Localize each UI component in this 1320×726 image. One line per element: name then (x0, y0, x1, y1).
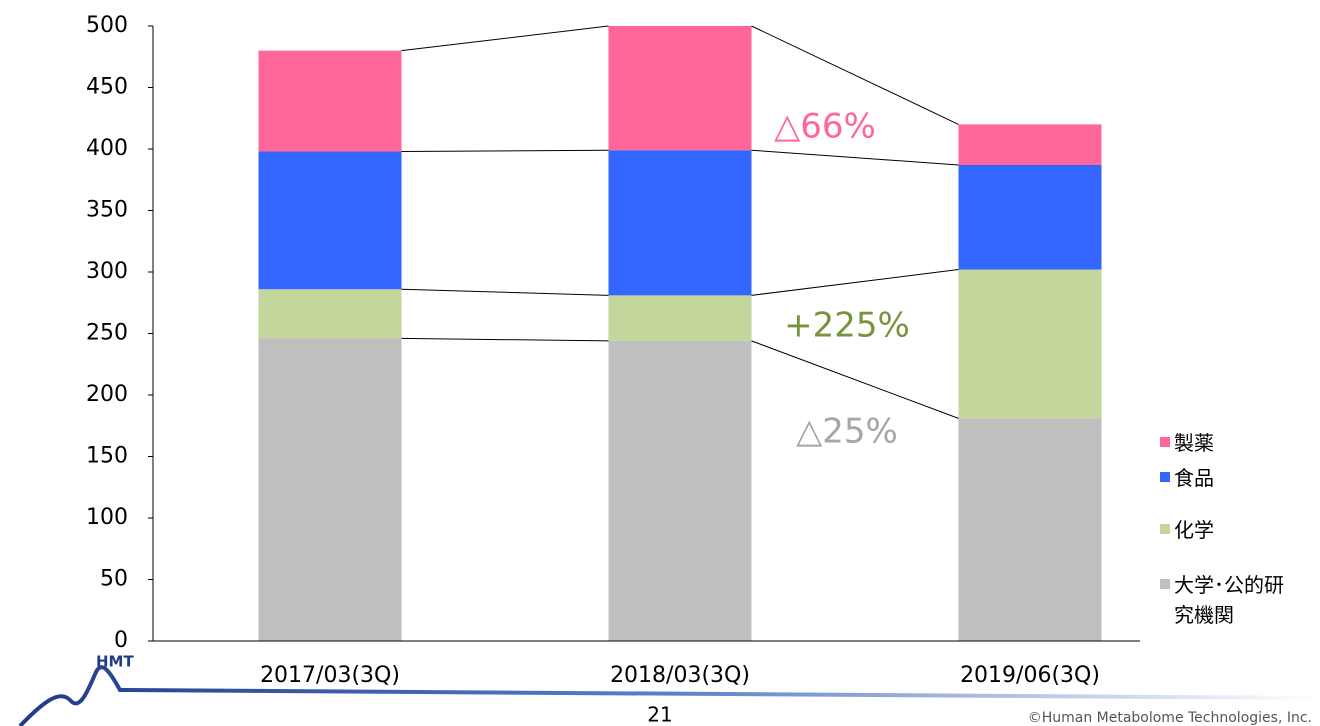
bar-segment (258, 151, 402, 290)
bar-segment (258, 289, 402, 339)
legend-swatch (1160, 579, 1170, 589)
legend-label: 食品 (1174, 466, 1214, 490)
footer-swoosh (18, 665, 1320, 726)
legend-item: 大学･公的研究機関 (1160, 570, 1299, 630)
connector (751, 269, 959, 296)
legend-swatch (1160, 472, 1170, 482)
x-tick-label: 2017/03(3Q) (260, 663, 400, 688)
legend-label: 大学･公的研究機関 (1174, 573, 1284, 627)
connector (401, 337, 609, 342)
x-tick-label: 2019/06(3Q) (960, 663, 1100, 688)
legend-item: 化学 (1160, 515, 1299, 545)
bar-segment (958, 124, 1102, 165)
y-tick-label: 150 (86, 444, 128, 469)
bar-segment (258, 50, 402, 152)
annotation: +225% (784, 306, 910, 346)
connector (401, 288, 609, 296)
bar-segment (608, 340, 752, 641)
x-tick-label: 2018/03(3Q) (610, 663, 750, 688)
bar-segment (608, 150, 752, 296)
legend-item: 製薬 (1160, 428, 1299, 458)
connector (751, 149, 959, 166)
legend-label: 化学 (1174, 518, 1214, 542)
bar-segment (608, 295, 752, 341)
logo: HMT (96, 653, 134, 671)
connector (751, 25, 959, 125)
bar-segment (958, 164, 1102, 270)
annotation: △66% (774, 107, 876, 147)
legend-label: 製薬 (1174, 431, 1214, 455)
y-tick-label: 350 (86, 198, 128, 223)
y-tick-label: 450 (86, 75, 128, 100)
legend-item: 食品 (1160, 463, 1299, 493)
y-tick-label: 50 (100, 567, 128, 592)
y-tick-label: 200 (86, 382, 128, 407)
connector (751, 340, 959, 419)
legend-swatch (1160, 437, 1170, 447)
y-tick-label: 500 (86, 13, 128, 38)
copyright: ©Human Metabolome Technologies, Inc. (1028, 710, 1312, 726)
annotation: △25% (796, 412, 898, 452)
bar-segment (958, 269, 1102, 419)
y-tick-label: 400 (86, 136, 128, 161)
page-number: 21 (647, 703, 672, 726)
connector (401, 25, 609, 52)
y-tick-label: 300 (86, 259, 128, 284)
bar-segment (608, 26, 752, 151)
connector (401, 149, 609, 152)
bar-segment (258, 338, 402, 641)
y-tick-label: 100 (86, 505, 128, 530)
y-tick-label: 0 (114, 628, 128, 653)
y-tick-label: 250 (86, 321, 128, 346)
legend-swatch (1160, 524, 1170, 534)
bar-segment (958, 418, 1102, 641)
